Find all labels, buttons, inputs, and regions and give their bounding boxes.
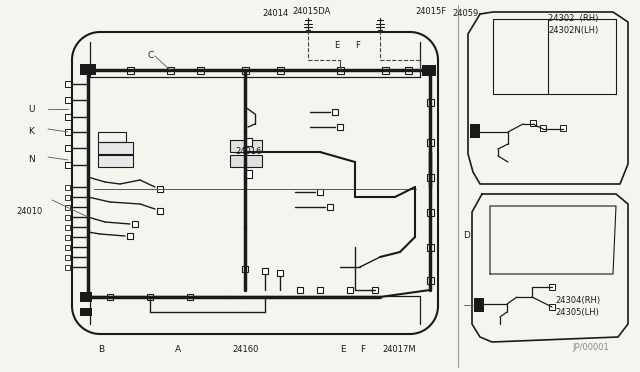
Text: E: E [334, 41, 339, 49]
Bar [337, 67, 344, 74]
Bar [65, 224, 70, 230]
Text: E: E [340, 346, 346, 355]
Text: 24304(RH): 24304(RH) [555, 295, 600, 305]
Bar [80, 308, 92, 316]
Bar [230, 140, 262, 152]
Bar [147, 294, 153, 300]
Bar [242, 266, 248, 272]
Text: 24059: 24059 [452, 10, 478, 19]
Bar [65, 195, 70, 199]
Text: B: B [98, 346, 104, 355]
Text: 24010: 24010 [16, 208, 42, 217]
Text: U: U [28, 105, 35, 113]
Bar [560, 125, 566, 131]
Bar [65, 97, 71, 103]
Bar [277, 270, 283, 276]
Bar [426, 244, 433, 250]
Text: 24302N(LH): 24302N(LH) [548, 26, 598, 35]
Text: K: K [28, 128, 34, 137]
Bar [157, 186, 163, 192]
Bar [230, 155, 262, 167]
Bar [65, 81, 71, 87]
Text: C: C [148, 51, 154, 61]
Bar [332, 109, 338, 115]
Bar [80, 292, 92, 302]
Text: A: A [175, 346, 181, 355]
Bar [65, 114, 71, 120]
Bar [65, 244, 70, 250]
Bar [404, 67, 412, 74]
Bar [98, 132, 126, 142]
Bar [372, 287, 378, 293]
Bar [549, 304, 555, 310]
Bar [347, 287, 353, 293]
Bar [80, 64, 96, 75]
Bar [262, 268, 268, 274]
Bar [166, 67, 173, 74]
Bar [337, 124, 343, 130]
Bar [549, 284, 555, 290]
Text: 24015F: 24015F [415, 7, 446, 16]
Bar [244, 170, 252, 178]
Bar [187, 294, 193, 300]
Bar [65, 185, 70, 189]
Bar [426, 173, 433, 180]
Text: 24160: 24160 [232, 346, 259, 355]
Bar [426, 276, 433, 283]
Text: 24305(LH): 24305(LH) [555, 308, 599, 317]
Bar [65, 145, 71, 151]
Text: F: F [360, 346, 365, 355]
Bar [426, 208, 433, 215]
Bar [65, 254, 70, 260]
Text: F: F [355, 41, 360, 49]
Bar [127, 67, 134, 74]
Bar [422, 65, 436, 76]
Text: 24017M: 24017M [382, 346, 415, 355]
Bar [470, 124, 480, 138]
Bar [530, 120, 536, 126]
Bar [98, 142, 133, 154]
Bar [65, 215, 70, 219]
Bar [157, 208, 163, 214]
Bar [276, 67, 284, 74]
Text: D: D [463, 231, 470, 241]
Bar [381, 67, 388, 74]
Bar [317, 189, 323, 195]
Bar [65, 129, 71, 135]
Bar [317, 287, 323, 293]
Text: N: N [28, 155, 35, 164]
Bar [426, 138, 433, 145]
Text: JP/00001: JP/00001 [572, 343, 609, 352]
Bar [65, 234, 70, 240]
Bar [196, 67, 204, 74]
Bar [107, 294, 113, 300]
Bar [65, 162, 71, 168]
Bar [327, 204, 333, 210]
Bar [474, 298, 484, 312]
Bar [65, 264, 70, 269]
Text: 24302  (RH): 24302 (RH) [548, 13, 598, 22]
Bar [540, 125, 546, 131]
Text: 24016: 24016 [235, 148, 261, 157]
Text: 24015DA: 24015DA [292, 7, 330, 16]
Bar [65, 205, 70, 209]
Bar [297, 287, 303, 293]
Bar [98, 155, 133, 167]
Text: 24014: 24014 [262, 10, 288, 19]
Bar [132, 221, 138, 227]
Bar [241, 67, 248, 74]
Bar [244, 138, 252, 146]
Bar [127, 233, 133, 239]
Bar [426, 99, 433, 106]
